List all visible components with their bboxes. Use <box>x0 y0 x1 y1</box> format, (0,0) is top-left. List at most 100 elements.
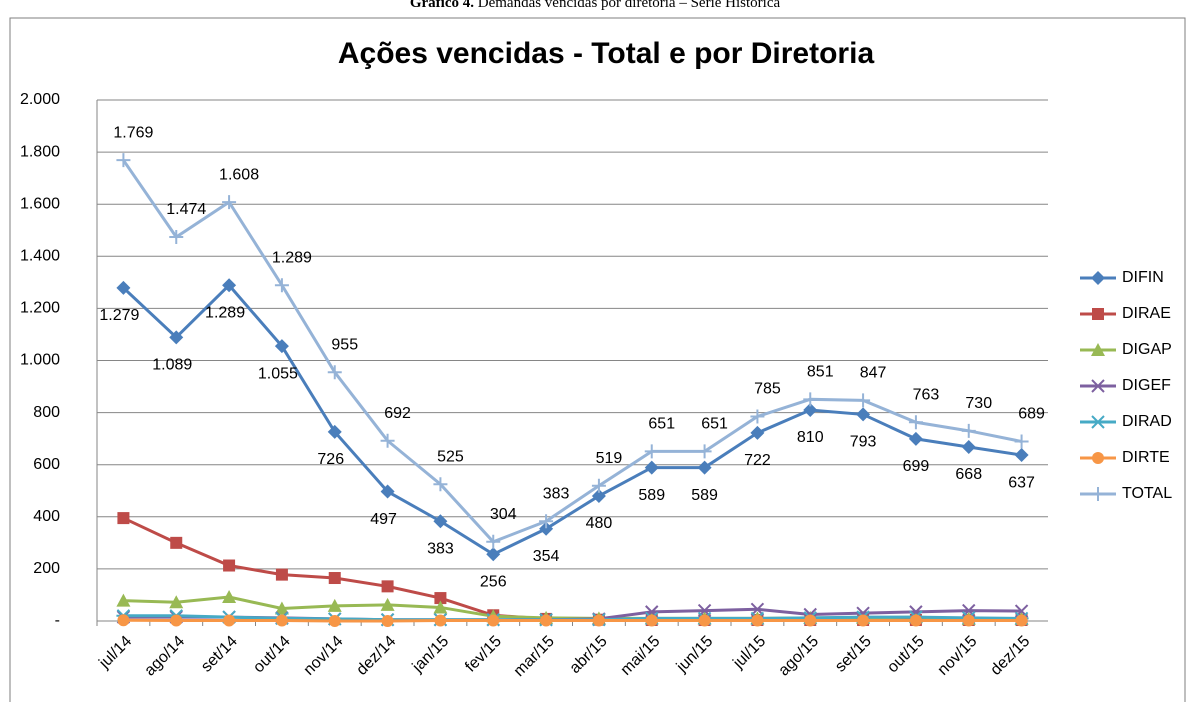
caption-text: Demandas vencidas por diretoria – Série … <box>478 0 781 11</box>
marker <box>1092 452 1104 464</box>
legend-label: DIGEF <box>1122 377 1171 394</box>
marker <box>1091 487 1105 501</box>
marker <box>274 339 289 354</box>
x-tick-label: ago/14 <box>141 633 188 680</box>
caption: Gráfico 4. Demandas vencidas por diretor… <box>410 0 781 11</box>
chart-title: Ações vencidas - Total e por Diretoria <box>338 37 875 70</box>
y-tick-label: 600 <box>33 456 60 473</box>
marker <box>222 590 237 604</box>
legend-label: TOTAL <box>1122 485 1172 502</box>
marker <box>327 365 342 380</box>
marker <box>750 409 765 424</box>
marker <box>117 512 130 525</box>
marker <box>222 278 237 293</box>
data-label: 519 <box>596 450 623 467</box>
data-label: 730 <box>965 395 992 412</box>
data-label: 525 <box>437 448 464 465</box>
legend-label: DIFIN <box>1122 269 1164 286</box>
marker <box>223 559 236 572</box>
marker <box>1091 379 1105 393</box>
data-label: 256 <box>480 574 507 591</box>
marker <box>380 433 395 448</box>
x-tick-label: set/14 <box>198 633 241 676</box>
marker <box>961 423 976 438</box>
marker <box>381 580 394 593</box>
marker <box>1014 448 1029 463</box>
marker <box>592 614 605 627</box>
data-label: 1.089 <box>152 357 192 374</box>
marker <box>434 614 447 627</box>
marker <box>803 392 818 407</box>
marker <box>1015 614 1028 627</box>
marker <box>117 614 130 627</box>
x-tick-label: dez/14 <box>353 633 399 679</box>
data-label: 651 <box>701 416 728 433</box>
x-tick-label: fev/15 <box>462 633 505 676</box>
data-label: 847 <box>860 365 887 382</box>
marker <box>275 614 288 627</box>
marker <box>804 614 817 627</box>
data-label: 1.289 <box>272 249 312 266</box>
marker <box>750 425 765 440</box>
marker <box>433 600 448 614</box>
data-label: 1.055 <box>258 365 298 382</box>
x-tick-label: jul/14 <box>95 633 135 673</box>
legend-label: DIGAP <box>1122 341 1172 358</box>
marker <box>1091 415 1105 429</box>
marker <box>433 514 448 529</box>
marker <box>116 153 131 168</box>
marker <box>908 415 923 430</box>
marker <box>1092 308 1104 320</box>
marker <box>169 330 184 345</box>
x-tick-label: out/14 <box>250 633 294 677</box>
marker <box>328 615 341 627</box>
data-label: 383 <box>543 485 570 502</box>
marker <box>328 572 341 585</box>
caption-label: Gráfico 4. <box>410 0 474 11</box>
data-label: 763 <box>913 386 940 403</box>
data-label: 1.608 <box>219 166 259 183</box>
marker <box>1091 271 1105 285</box>
marker <box>434 592 447 605</box>
marker <box>645 605 659 619</box>
y-tick-label: - <box>55 612 60 629</box>
marker <box>223 614 236 627</box>
marker <box>591 478 606 493</box>
marker <box>645 614 658 627</box>
marker <box>962 614 975 627</box>
y-tick-label: 1.200 <box>20 300 60 317</box>
data-label: 668 <box>955 466 982 483</box>
x-tick-label: nov/14 <box>301 633 347 679</box>
marker <box>116 593 131 607</box>
x-tick-label: out/15 <box>884 633 928 677</box>
data-label: 1.474 <box>166 201 206 218</box>
marker <box>856 407 871 422</box>
data-label: 304 <box>490 506 517 523</box>
marker <box>1014 434 1029 449</box>
marker <box>908 431 923 446</box>
series-line <box>123 618 1022 623</box>
marker <box>275 568 288 581</box>
x-tick-label: jun/15 <box>673 633 717 677</box>
x-tick-label: set/15 <box>832 633 875 676</box>
marker <box>644 460 659 475</box>
y-tick-label: 1.400 <box>20 248 60 265</box>
marker <box>487 614 500 627</box>
data-label: 1.279 <box>99 307 139 324</box>
series-line <box>122 159 1022 544</box>
data-label: 689 <box>1018 406 1045 423</box>
marker <box>540 614 553 627</box>
marker <box>856 393 871 408</box>
data-label: 699 <box>903 458 930 475</box>
marker <box>697 460 712 475</box>
legend-label: DIRAD <box>1122 413 1172 430</box>
y-tick-label: 400 <box>33 508 60 525</box>
data-label: 1.289 <box>205 304 245 321</box>
x-tick-label: jul/15 <box>729 633 769 673</box>
marker <box>486 547 501 562</box>
x-tick-label: ago/15 <box>775 633 822 680</box>
marker <box>857 614 870 627</box>
marker <box>116 280 131 295</box>
